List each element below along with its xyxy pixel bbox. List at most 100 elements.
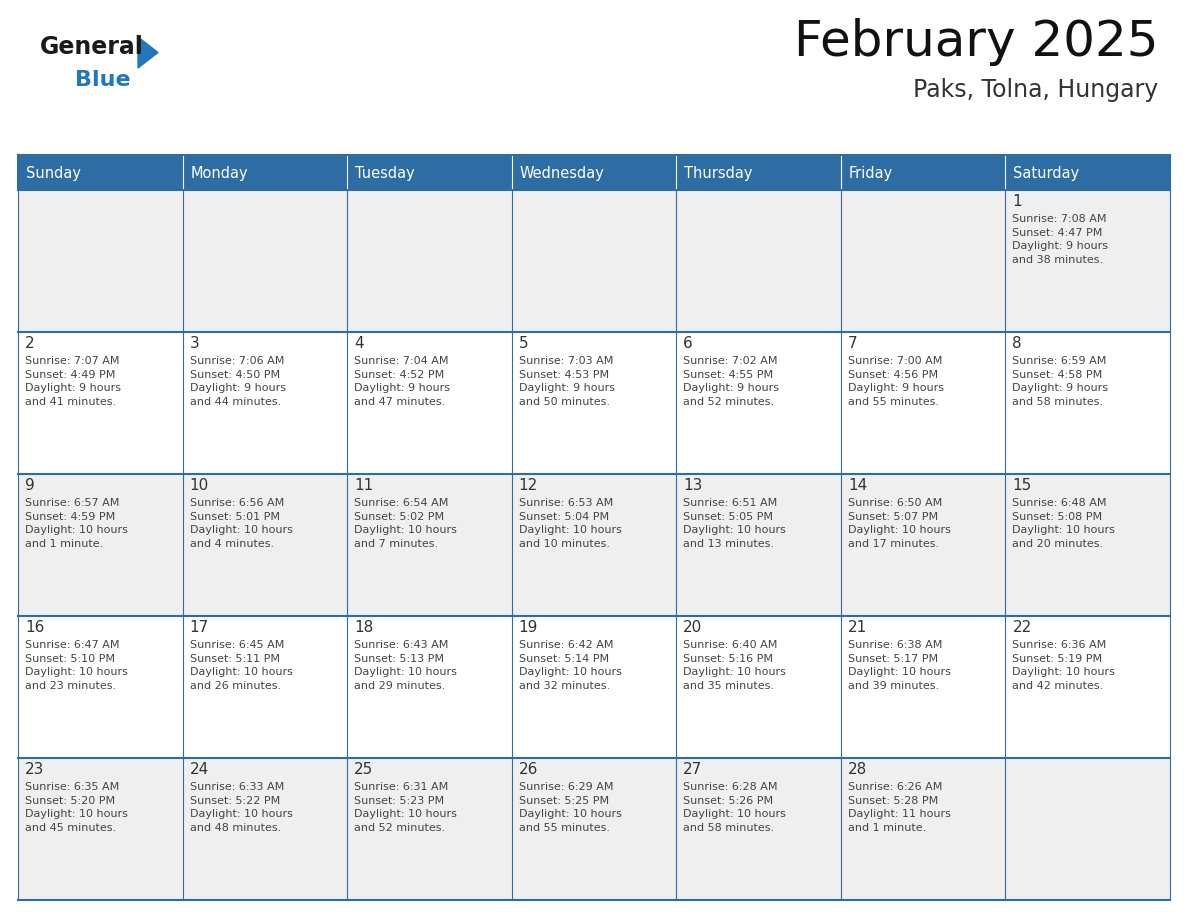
Text: Sunrise: 6:47 AM
Sunset: 5:10 PM
Daylight: 10 hours
and 23 minutes.: Sunrise: 6:47 AM Sunset: 5:10 PM Dayligh…	[25, 640, 128, 691]
Text: 26: 26	[519, 762, 538, 777]
Bar	[1005, 332, 1170, 474]
Text: 4: 4	[354, 336, 364, 351]
Bar	[183, 332, 347, 474]
Text: Sunrise: 6:35 AM
Sunset: 5:20 PM
Daylight: 10 hours
and 45 minutes.: Sunrise: 6:35 AM Sunset: 5:20 PM Dayligh…	[25, 782, 128, 833]
Bar	[183, 474, 347, 616]
Text: Wednesday: Wednesday	[519, 166, 605, 181]
Text: 17: 17	[190, 620, 209, 635]
Text: Saturday: Saturday	[1013, 166, 1080, 181]
Text: Sunrise: 6:43 AM
Sunset: 5:13 PM
Daylight: 10 hours
and 29 minutes.: Sunrise: 6:43 AM Sunset: 5:13 PM Dayligh…	[354, 640, 457, 691]
Text: 10: 10	[190, 478, 209, 493]
Text: Sunrise: 7:02 AM
Sunset: 4:55 PM
Daylight: 9 hours
and 52 minutes.: Sunrise: 7:02 AM Sunset: 4:55 PM Dayligh…	[683, 356, 779, 407]
Bar	[512, 155, 676, 190]
Text: 12: 12	[519, 478, 538, 493]
Bar	[347, 758, 512, 900]
Text: 24: 24	[190, 762, 209, 777]
Text: Sunrise: 6:29 AM
Sunset: 5:25 PM
Daylight: 10 hours
and 55 minutes.: Sunrise: 6:29 AM Sunset: 5:25 PM Dayligh…	[519, 782, 621, 833]
Text: Sunrise: 6:40 AM
Sunset: 5:16 PM
Daylight: 10 hours
and 35 minutes.: Sunrise: 6:40 AM Sunset: 5:16 PM Dayligh…	[683, 640, 786, 691]
Text: 5: 5	[519, 336, 529, 351]
Text: Blue: Blue	[75, 70, 131, 90]
Bar	[183, 616, 347, 758]
Text: Sunrise: 7:04 AM
Sunset: 4:52 PM
Daylight: 9 hours
and 47 minutes.: Sunrise: 7:04 AM Sunset: 4:52 PM Dayligh…	[354, 356, 450, 407]
Text: 13: 13	[683, 478, 702, 493]
Text: Tuesday: Tuesday	[355, 166, 415, 181]
Bar	[18, 332, 183, 474]
Bar	[347, 190, 512, 332]
Text: Sunrise: 6:48 AM
Sunset: 5:08 PM
Daylight: 10 hours
and 20 minutes.: Sunrise: 6:48 AM Sunset: 5:08 PM Dayligh…	[1012, 498, 1116, 549]
Text: Sunrise: 7:06 AM
Sunset: 4:50 PM
Daylight: 9 hours
and 44 minutes.: Sunrise: 7:06 AM Sunset: 4:50 PM Dayligh…	[190, 356, 285, 407]
Text: Friday: Friday	[849, 166, 893, 181]
Polygon shape	[138, 37, 158, 68]
Text: Sunrise: 6:45 AM
Sunset: 5:11 PM
Daylight: 10 hours
and 26 minutes.: Sunrise: 6:45 AM Sunset: 5:11 PM Dayligh…	[190, 640, 292, 691]
Text: Sunrise: 6:56 AM
Sunset: 5:01 PM
Daylight: 10 hours
and 4 minutes.: Sunrise: 6:56 AM Sunset: 5:01 PM Dayligh…	[190, 498, 292, 549]
Bar	[841, 474, 1005, 616]
Bar	[1005, 758, 1170, 900]
Bar	[676, 474, 841, 616]
Text: Sunrise: 6:59 AM
Sunset: 4:58 PM
Daylight: 9 hours
and 58 minutes.: Sunrise: 6:59 AM Sunset: 4:58 PM Dayligh…	[1012, 356, 1108, 407]
Text: 20: 20	[683, 620, 702, 635]
Text: Sunrise: 6:38 AM
Sunset: 5:17 PM
Daylight: 10 hours
and 39 minutes.: Sunrise: 6:38 AM Sunset: 5:17 PM Dayligh…	[848, 640, 950, 691]
Text: Sunrise: 6:26 AM
Sunset: 5:28 PM
Daylight: 11 hours
and 1 minute.: Sunrise: 6:26 AM Sunset: 5:28 PM Dayligh…	[848, 782, 950, 833]
Bar	[347, 616, 512, 758]
Text: Sunrise: 6:36 AM
Sunset: 5:19 PM
Daylight: 10 hours
and 42 minutes.: Sunrise: 6:36 AM Sunset: 5:19 PM Dayligh…	[1012, 640, 1116, 691]
Text: 11: 11	[354, 478, 373, 493]
Text: Sunrise: 6:50 AM
Sunset: 5:07 PM
Daylight: 10 hours
and 17 minutes.: Sunrise: 6:50 AM Sunset: 5:07 PM Dayligh…	[848, 498, 950, 549]
Bar	[512, 616, 676, 758]
Text: February 2025: February 2025	[794, 18, 1158, 66]
Bar	[1005, 616, 1170, 758]
Text: 8: 8	[1012, 336, 1022, 351]
Text: 1: 1	[1012, 194, 1022, 209]
Text: 9: 9	[25, 478, 34, 493]
Bar	[1005, 190, 1170, 332]
Text: Sunrise: 6:31 AM
Sunset: 5:23 PM
Daylight: 10 hours
and 52 minutes.: Sunrise: 6:31 AM Sunset: 5:23 PM Dayligh…	[354, 782, 457, 833]
Text: Sunrise: 6:53 AM
Sunset: 5:04 PM
Daylight: 10 hours
and 10 minutes.: Sunrise: 6:53 AM Sunset: 5:04 PM Dayligh…	[519, 498, 621, 549]
Text: Sunrise: 7:00 AM
Sunset: 4:56 PM
Daylight: 9 hours
and 55 minutes.: Sunrise: 7:00 AM Sunset: 4:56 PM Dayligh…	[848, 356, 943, 407]
Text: Sunrise: 6:51 AM
Sunset: 5:05 PM
Daylight: 10 hours
and 13 minutes.: Sunrise: 6:51 AM Sunset: 5:05 PM Dayligh…	[683, 498, 786, 549]
Text: Sunrise: 7:08 AM
Sunset: 4:47 PM
Daylight: 9 hours
and 38 minutes.: Sunrise: 7:08 AM Sunset: 4:47 PM Dayligh…	[1012, 214, 1108, 264]
Bar	[676, 758, 841, 900]
Bar	[347, 332, 512, 474]
Text: 23: 23	[25, 762, 44, 777]
Text: Sunrise: 6:28 AM
Sunset: 5:26 PM
Daylight: 10 hours
and 58 minutes.: Sunrise: 6:28 AM Sunset: 5:26 PM Dayligh…	[683, 782, 786, 833]
Bar	[1005, 155, 1170, 190]
Bar	[841, 190, 1005, 332]
Text: Sunrise: 7:07 AM
Sunset: 4:49 PM
Daylight: 9 hours
and 41 minutes.: Sunrise: 7:07 AM Sunset: 4:49 PM Dayligh…	[25, 356, 121, 407]
Bar	[841, 332, 1005, 474]
Text: 15: 15	[1012, 478, 1031, 493]
Bar	[183, 155, 347, 190]
Bar	[841, 616, 1005, 758]
Bar	[841, 155, 1005, 190]
Bar	[18, 190, 183, 332]
Bar	[18, 758, 183, 900]
Text: Sunday: Sunday	[26, 166, 81, 181]
Text: 7: 7	[848, 336, 858, 351]
Bar	[347, 155, 512, 190]
Text: Thursday: Thursday	[684, 166, 753, 181]
Bar	[512, 332, 676, 474]
Text: 21: 21	[848, 620, 867, 635]
Text: 25: 25	[354, 762, 373, 777]
Text: 16: 16	[25, 620, 44, 635]
Bar	[347, 474, 512, 616]
Text: Sunrise: 6:54 AM
Sunset: 5:02 PM
Daylight: 10 hours
and 7 minutes.: Sunrise: 6:54 AM Sunset: 5:02 PM Dayligh…	[354, 498, 457, 549]
Bar	[183, 190, 347, 332]
Bar	[1005, 474, 1170, 616]
Text: 19: 19	[519, 620, 538, 635]
Bar	[676, 616, 841, 758]
Text: 27: 27	[683, 762, 702, 777]
Text: 28: 28	[848, 762, 867, 777]
Text: Sunrise: 6:33 AM
Sunset: 5:22 PM
Daylight: 10 hours
and 48 minutes.: Sunrise: 6:33 AM Sunset: 5:22 PM Dayligh…	[190, 782, 292, 833]
Text: 6: 6	[683, 336, 693, 351]
Text: Monday: Monday	[190, 166, 248, 181]
Text: 3: 3	[190, 336, 200, 351]
Bar	[18, 474, 183, 616]
Text: Sunrise: 7:03 AM
Sunset: 4:53 PM
Daylight: 9 hours
and 50 minutes.: Sunrise: 7:03 AM Sunset: 4:53 PM Dayligh…	[519, 356, 614, 407]
Text: 22: 22	[1012, 620, 1031, 635]
Text: 2: 2	[25, 336, 34, 351]
Bar	[841, 758, 1005, 900]
Text: 18: 18	[354, 620, 373, 635]
Bar	[512, 758, 676, 900]
Bar	[512, 474, 676, 616]
Bar	[676, 332, 841, 474]
Text: Paks, Tolna, Hungary: Paks, Tolna, Hungary	[912, 78, 1158, 102]
